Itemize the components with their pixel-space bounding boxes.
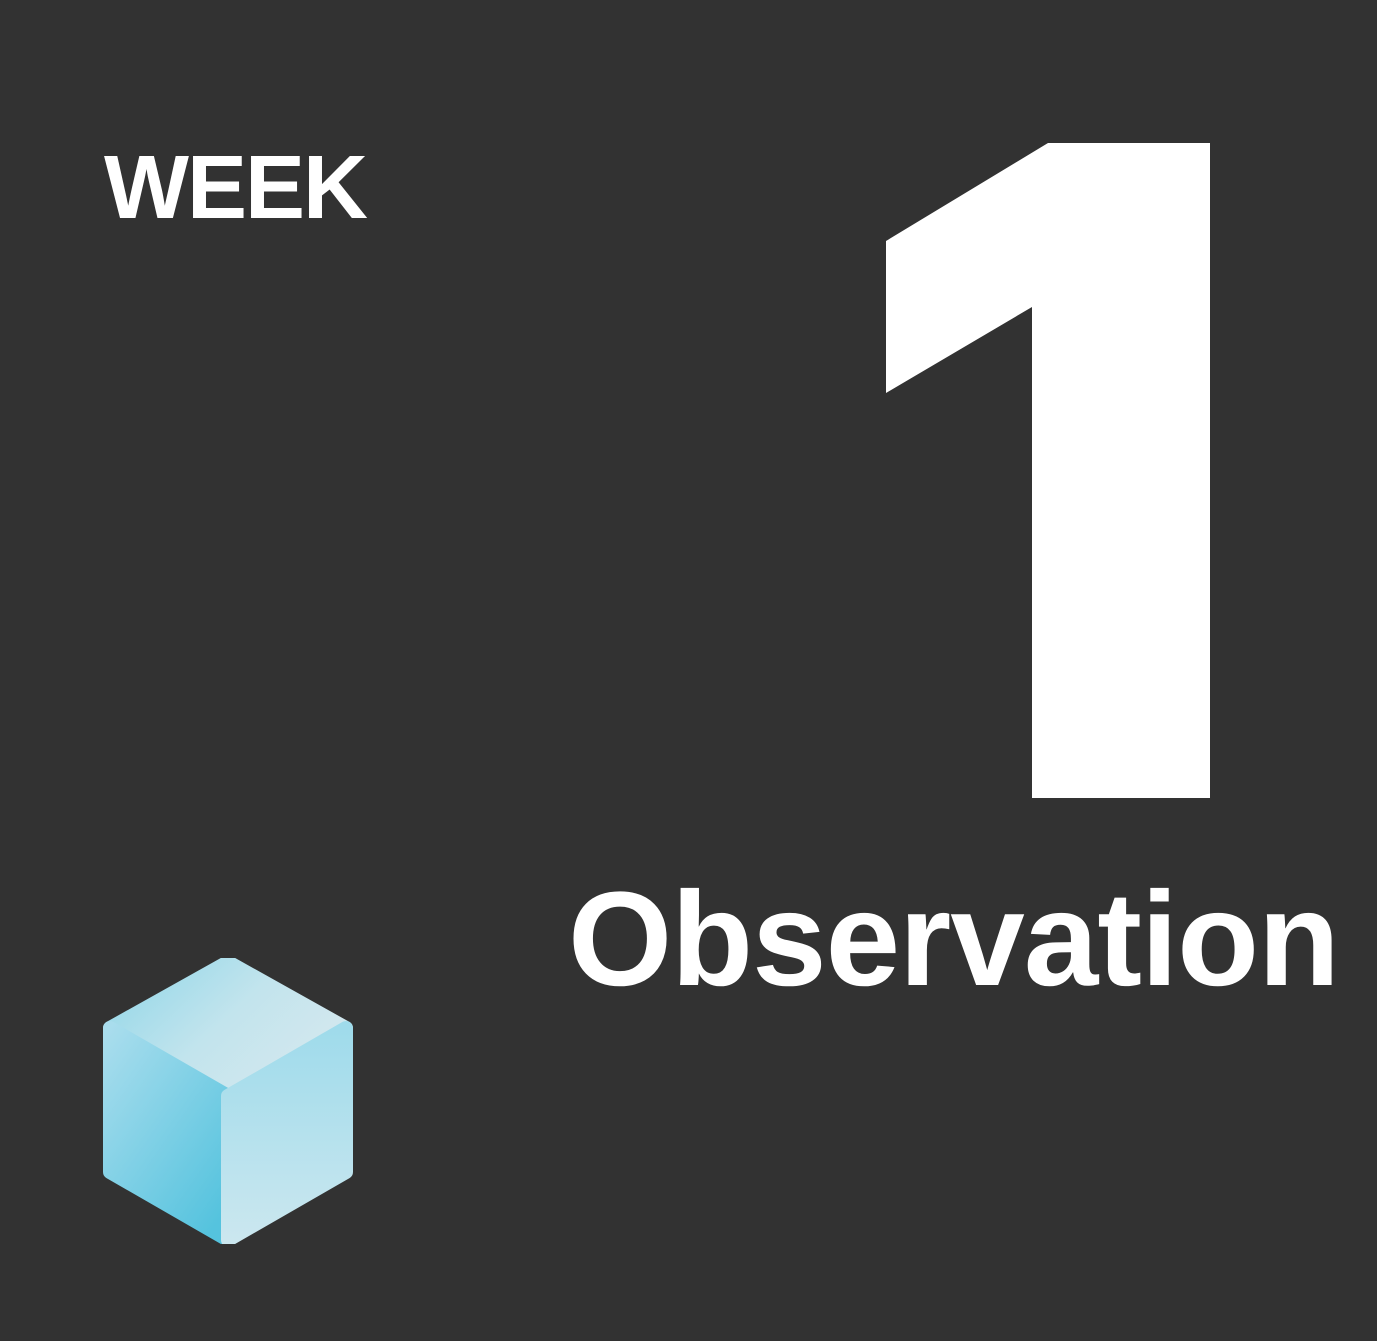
week-number-glyph: [886, 143, 1210, 798]
week-number: 1: [886, 143, 1210, 798]
page-title: Observation: [568, 865, 1340, 1014]
cube-right-face: [221, 1021, 353, 1244]
cube-icon: [103, 958, 353, 1244]
week-label: WEEK: [104, 138, 368, 238]
